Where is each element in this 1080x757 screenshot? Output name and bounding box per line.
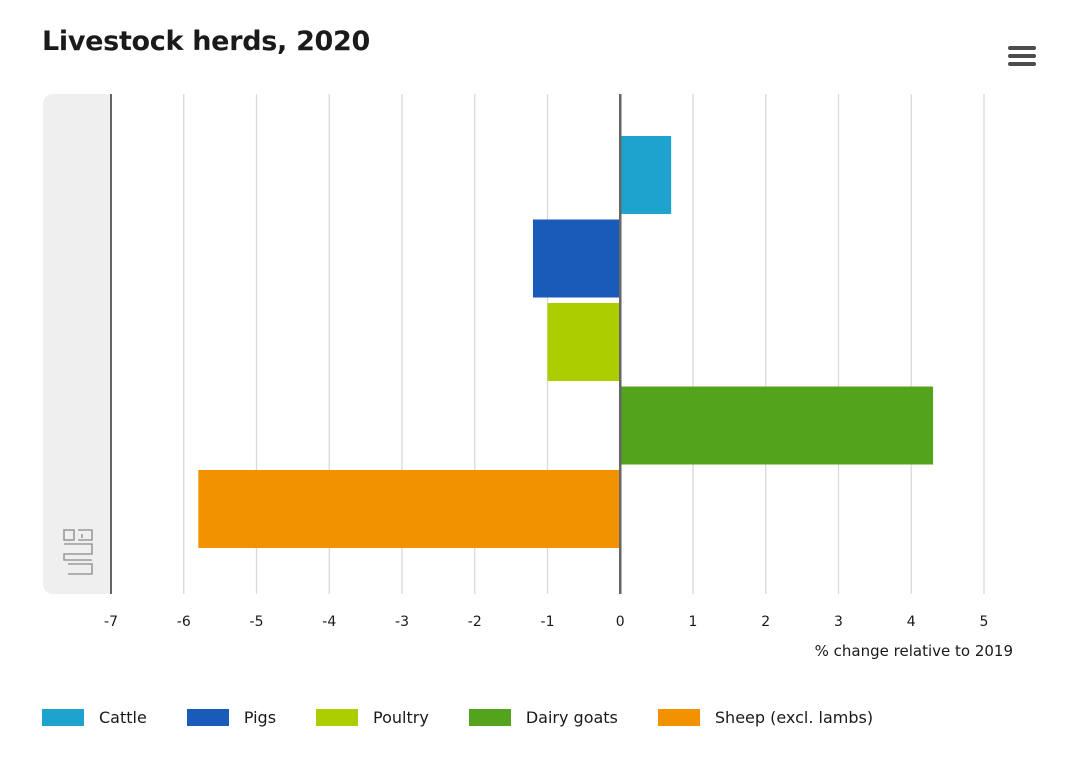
x-tick-label: -2	[468, 614, 482, 630]
legend: Cattle Pigs Poultry Dairy goats Sheep (excl.…	[42, 703, 913, 731]
x-tick-label: -1	[541, 614, 555, 630]
x-tick-label: -7	[104, 614, 118, 630]
bar-pigs[interactable]	[532, 219, 621, 298]
x-tick-label: -3	[395, 614, 409, 630]
legend-swatch	[657, 708, 700, 726]
legend-item[interactable]: Poultry	[316, 708, 429, 727]
x-tick-label: -4	[322, 614, 336, 630]
legend-swatch	[316, 708, 359, 726]
x-tick-label: -6	[177, 614, 191, 630]
hamburger-menu-icon[interactable]	[1006, 44, 1038, 68]
legend-label: Dairy goats	[525, 707, 618, 727]
legend-item[interactable]: Cattle	[42, 708, 147, 727]
x-tick-label: 4	[907, 614, 916, 630]
bar-chart: -7 -6 -5 -4 -3 -2 -1 0 1 2 3 4 5 % change relative t…	[43, 94, 1013, 660]
x-tick-label: 2	[761, 614, 770, 630]
legend-label: Cattle	[99, 707, 147, 727]
x-axis-title: % change relative to 2019	[815, 642, 1013, 660]
legend-label: Poultry	[373, 707, 429, 727]
bar-dairy-goats[interactable]	[620, 386, 934, 465]
legend-item[interactable]: Pigs	[186, 707, 277, 727]
x-tick-label: -5	[250, 614, 264, 630]
x-tick-label: 5	[980, 614, 989, 630]
legend-swatch	[42, 708, 84, 726]
plot-band	[43, 94, 123, 594]
legend-item[interactable]: Dairy goats	[468, 707, 618, 727]
bar-poultry[interactable]	[547, 303, 621, 381]
legend-label: Pigs	[243, 707, 277, 727]
legend-item[interactable]: Sheep (excl. lambs)	[657, 707, 874, 727]
x-tick-label: 0	[616, 614, 625, 630]
x-tick-label: 1	[689, 614, 698, 630]
legend-label: Sheep (excl. lambs)	[714, 707, 874, 727]
x-tick-label: 3	[834, 614, 843, 630]
bar-cattle[interactable]	[620, 136, 672, 214]
chart-title: Livestock herds, 2020	[42, 26, 371, 57]
bar-sheep-excl-lambs[interactable]	[198, 470, 621, 548]
legend-swatch	[186, 708, 229, 726]
legend-swatch	[468, 708, 511, 726]
cbs-logo-icon	[63, 529, 93, 575]
